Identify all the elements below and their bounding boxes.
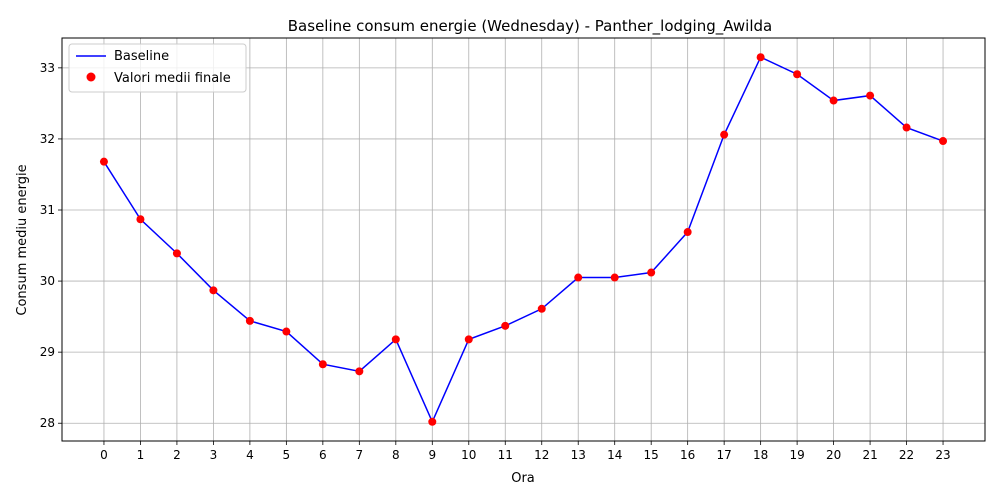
data-point-marker xyxy=(720,130,729,139)
y-axis: 28 29 30 31 32 33 xyxy=(40,61,62,430)
legend-box xyxy=(68,43,247,93)
x-axis-label: Ora xyxy=(511,471,535,486)
x-tick-label: 15 xyxy=(644,448,659,462)
x-tick-label: 12 xyxy=(534,448,549,462)
grid xyxy=(62,38,985,441)
legend-label-valori: Valori medii finale xyxy=(114,71,231,86)
data-point-marker xyxy=(209,286,218,295)
y-axis-label: Consum mediu energie xyxy=(15,164,30,315)
data-point-marker xyxy=(683,228,692,237)
data-point-marker xyxy=(939,137,948,146)
y-tick-label: 29 xyxy=(40,345,55,359)
data-point-marker xyxy=(756,53,765,62)
x-tick-label: 19 xyxy=(789,448,804,462)
y-tick-label: 33 xyxy=(40,61,55,75)
x-tick-label: 0 xyxy=(100,448,108,462)
data-point-marker xyxy=(647,268,656,277)
x-axis: 0 1 2 3 4 5 6 7 8 9 10 11 12 13 14 15 16 17 18 19 20 21 22 23 xyxy=(100,441,951,462)
y-tick-label: 31 xyxy=(40,203,55,217)
legend: Baseline Valori medii finale xyxy=(68,43,247,93)
legend-marker-swatch xyxy=(86,72,96,82)
x-tick-label: 10 xyxy=(461,448,476,462)
data-point-marker xyxy=(793,70,802,79)
data-point-marker xyxy=(355,367,364,376)
y-tick-label: 32 xyxy=(40,132,55,146)
data-point-marker xyxy=(282,327,291,336)
x-tick-label: 17 xyxy=(717,448,732,462)
x-tick-label: 18 xyxy=(753,448,768,462)
data-point-marker xyxy=(464,335,473,344)
data-point-marker xyxy=(99,157,108,166)
x-tick-label: 5 xyxy=(283,448,291,462)
chart-title: Baseline consum energie (Wednesday) - Pa… xyxy=(288,17,772,36)
data-point-marker xyxy=(245,316,254,325)
x-tick-label: 7 xyxy=(356,448,364,462)
baseline-series-line xyxy=(103,56,944,424)
y-tick-label: 30 xyxy=(40,274,55,288)
x-tick-label: 11 xyxy=(498,448,513,462)
data-point-marker xyxy=(610,273,619,282)
series-layer xyxy=(99,53,948,426)
x-tick-label: 20 xyxy=(826,448,841,462)
data-point-marker xyxy=(902,123,911,132)
data-point-marker xyxy=(391,335,400,344)
x-tick-label: 9 xyxy=(428,448,436,462)
legend-label-baseline: Baseline xyxy=(114,49,169,64)
x-tick-label: 22 xyxy=(899,448,914,462)
data-point-marker xyxy=(829,96,838,105)
x-tick-label: 3 xyxy=(210,448,218,462)
x-tick-label: 23 xyxy=(935,448,950,462)
data-point-marker xyxy=(537,304,546,313)
data-point-marker xyxy=(501,321,510,330)
x-tick-label: 21 xyxy=(862,448,877,462)
x-tick-label: 2 xyxy=(173,448,181,462)
data-point-marker xyxy=(318,360,327,369)
x-tick-label: 14 xyxy=(607,448,622,462)
x-tick-label: 6 xyxy=(319,448,327,462)
x-tick-label: 8 xyxy=(392,448,400,462)
data-point-marker xyxy=(866,91,875,100)
data-point-marker xyxy=(428,417,437,426)
data-point-marker xyxy=(172,249,181,258)
x-tick-label: 1 xyxy=(137,448,145,462)
data-point-marker xyxy=(574,273,583,282)
x-tick-label: 13 xyxy=(571,448,586,462)
data-point-marker xyxy=(136,215,145,224)
y-tick-label: 28 xyxy=(40,416,55,430)
plot-area-frame xyxy=(61,37,986,442)
x-tick-label: 16 xyxy=(680,448,695,462)
x-tick-label: 4 xyxy=(246,448,254,462)
